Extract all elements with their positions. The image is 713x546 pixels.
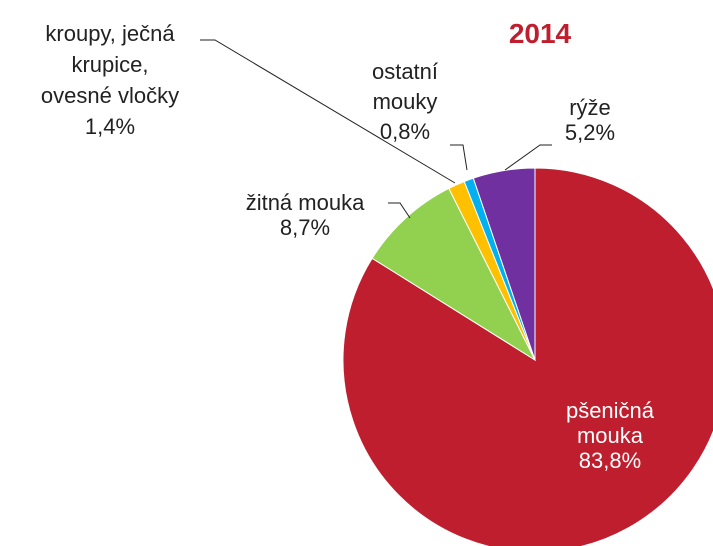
slice-label: kroupy, ječná krupice, ovesné vločky 1,4% — [10, 18, 210, 142]
pie-slice — [472, 167, 536, 361]
slice-label: pšeničná mouka 83,8% — [530, 398, 690, 473]
leader-line — [388, 202, 411, 219]
value-label: 1,4% — [84, 114, 136, 139]
pie-slice — [371, 187, 537, 362]
slice-label: ostatní mouky 0,8% — [345, 57, 465, 147]
category-label: kroupy, ječná krupice, ovesné vločky — [40, 21, 180, 108]
leader-line — [450, 144, 468, 171]
chart-title: 2014 — [508, 18, 572, 49]
category-label: ostatní mouky — [371, 59, 439, 114]
pie-slice — [342, 167, 713, 546]
category-label: rýže — [569, 95, 611, 120]
value-label: 8,7% — [279, 215, 331, 240]
slice-label: rýže 5,2% — [540, 95, 640, 145]
value-label: 83,8% — [578, 448, 642, 473]
category-label: žitná mouka — [245, 190, 365, 215]
slice-label: žitná mouka 8,7% — [215, 190, 395, 240]
leader-line — [200, 39, 456, 184]
value-label: 0,8% — [379, 119, 431, 144]
leader-line — [504, 144, 552, 171]
category-label: pšeničná mouka — [565, 398, 655, 448]
value-label: 5,2% — [564, 120, 616, 145]
